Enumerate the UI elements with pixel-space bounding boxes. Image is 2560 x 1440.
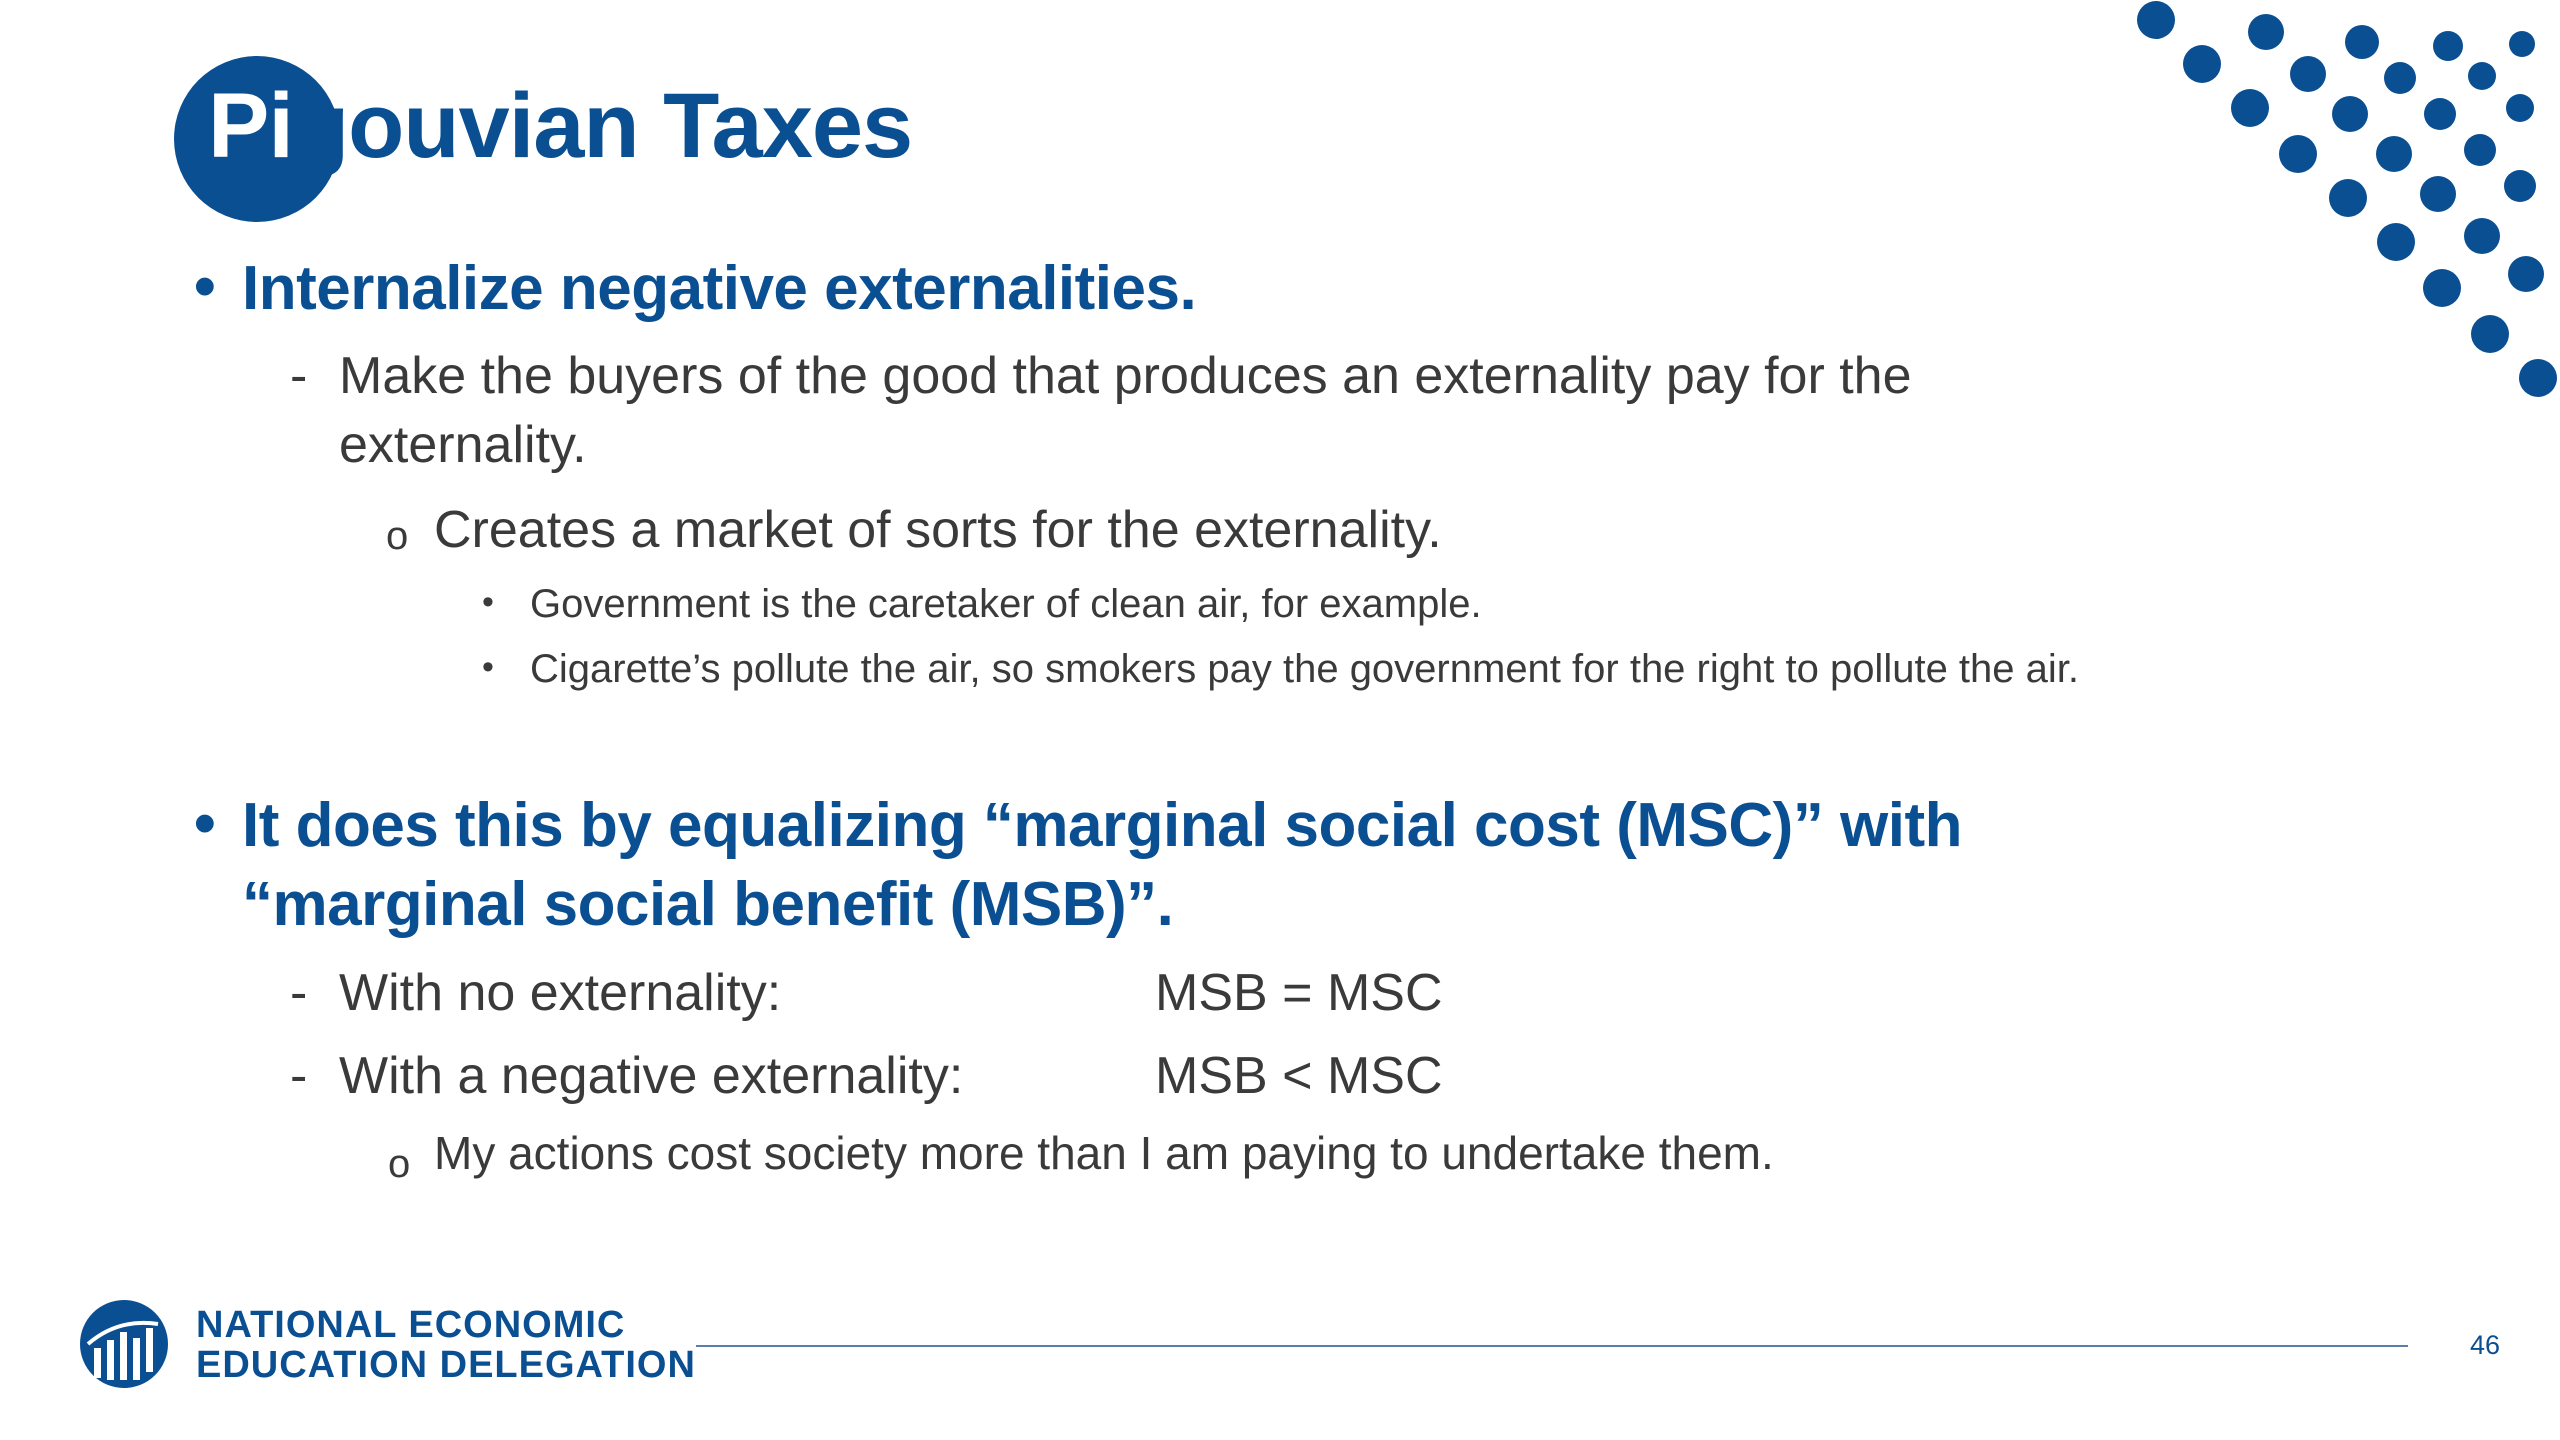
detail-actions-cost-society: My actions cost society more than I am p…: [434, 1127, 1774, 1179]
dash-marker: -: [290, 347, 308, 405]
need-logo-icon: [80, 1300, 168, 1388]
small-bullet-marker: •: [482, 583, 494, 621]
decorative-dot-pattern: [2137, 1, 2557, 397]
bullet-equalizing-line2: “marginal social benefit (MSB)”.: [242, 870, 1174, 939]
circle-marker: o: [386, 514, 409, 558]
slide-title-rest: gouvian Taxes: [292, 75, 913, 177]
dash-marker: -: [290, 964, 308, 1022]
sub-bullet-make-buyers-pay-line1: Make the buyers of the good that produce…: [339, 347, 1912, 405]
dash-marker: -: [290, 1047, 308, 1105]
small-bullet-marker: •: [482, 648, 494, 686]
slide-title-first: Pi: [208, 75, 294, 177]
bullet-equalizing-line1: It does this by equalizing “marginal soc…: [242, 791, 1963, 860]
no-externality-label: With no externality:: [339, 964, 782, 1022]
no-externality-equation: MSB = MSC: [1155, 964, 1443, 1022]
bullet-marker: •: [194, 789, 216, 858]
org-name-line1: NATIONAL ECONOMIC: [196, 1304, 626, 1346]
detail-cigarettes-pollute: Cigarette’s pollute the air, so smokers …: [530, 647, 2080, 691]
org-name: NATIONAL ECONOMIC EDUCATION DELEGATION: [196, 1304, 696, 1386]
org-name-line2: EDUCATION DELEGATION: [196, 1343, 696, 1386]
negative-externality-label: With a negative externality:: [339, 1047, 964, 1105]
footer-divider: [696, 1345, 2408, 1347]
page-number: 46: [2470, 1330, 2501, 1360]
slide-title: Pigouvian Taxes: [208, 80, 913, 172]
bullet-internalize: Internalize negative externalities.: [242, 254, 1197, 323]
sub-bullet-make-buyers-pay-line2: externality.: [339, 416, 587, 474]
detail-government-caretaker: Government is the caretaker of clean air…: [530, 582, 1482, 626]
circle-marker: o: [388, 1142, 411, 1186]
negative-externality-equation: MSB < MSC: [1155, 1047, 1443, 1105]
title-circle: [174, 56, 340, 222]
sub-sub-bullet-market-of-sorts: Creates a market of sorts for the extern…: [434, 501, 1442, 559]
bullet-marker: •: [194, 252, 216, 321]
